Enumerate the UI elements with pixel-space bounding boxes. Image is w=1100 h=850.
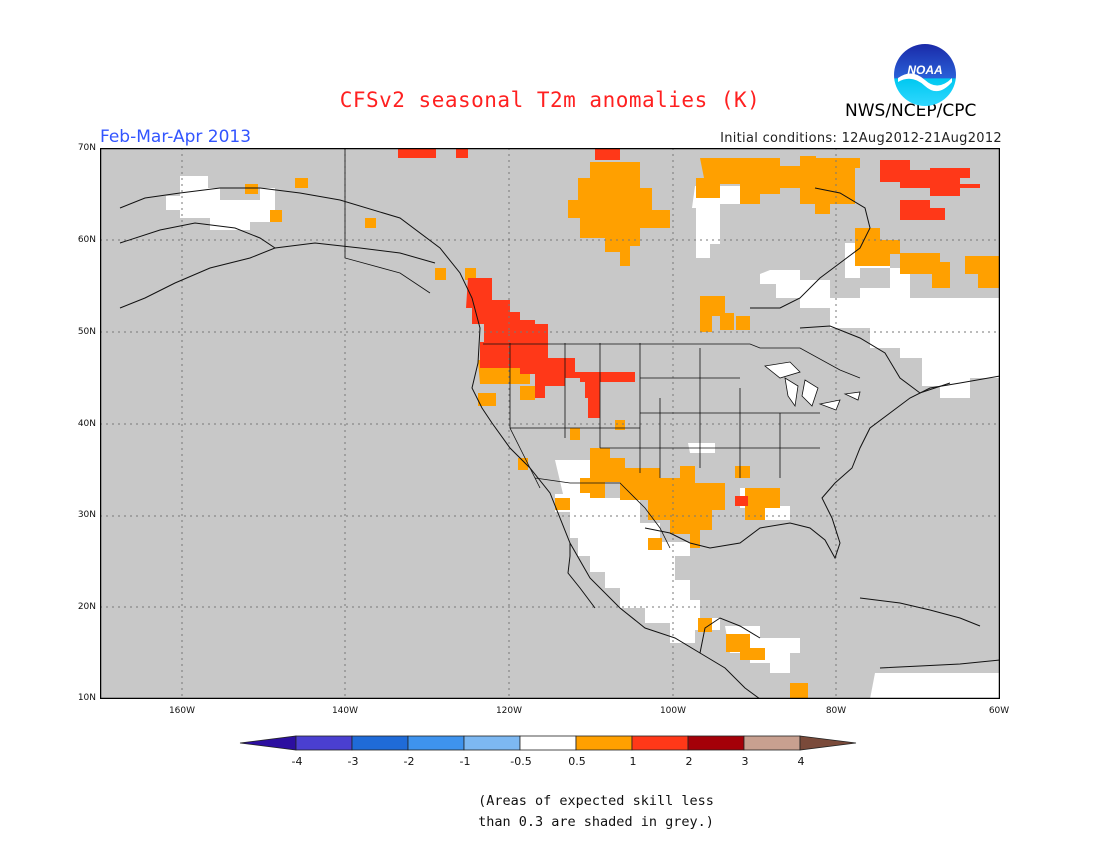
lon-label: 160W (168, 706, 196, 716)
season-label: Feb-Mar-Apr 2013 (100, 127, 252, 147)
anomaly-map (100, 148, 1000, 699)
map-frame (100, 148, 1000, 699)
colorbar-arrow-low (239, 735, 297, 751)
lon-label: 80W (825, 706, 847, 716)
colorbar-label: 3 (741, 755, 749, 768)
colorbar-label: 1 (629, 755, 637, 768)
lat-label: 10N (77, 693, 96, 703)
lat-label: 20N (77, 602, 96, 612)
colorbar (239, 735, 857, 751)
colorbar-arrow-high (799, 735, 857, 751)
colorbar-segment (743, 735, 801, 751)
colorbar-segment (631, 735, 689, 751)
chart-title: CFSv2 seasonal T2m anomalies (K) (339, 88, 761, 112)
colorbar-label: -3 (347, 755, 359, 768)
colorbar-label: 0.5 (568, 755, 586, 768)
colorbar-label: 4 (797, 755, 805, 768)
lat-label: 60N (77, 235, 96, 245)
colorbar-segment (575, 735, 633, 751)
lon-label: 140W (331, 706, 359, 716)
skill-footnote: (Areas of expected skill less than 0.3 a… (0, 791, 1100, 833)
footnote-line: (Areas of expected skill less (478, 793, 714, 809)
colorbar-label: -1 (459, 755, 471, 768)
great-lakes (764, 361, 861, 411)
colorbar-segment (519, 735, 577, 751)
coastlines (119, 187, 1000, 699)
colorbar-segment (351, 735, 409, 751)
colorbar-segment (407, 735, 465, 751)
lat-label: 70N (77, 143, 96, 153)
agency-label: NWS/NCEP/CPC (845, 101, 977, 121)
lat-label: 40N (77, 419, 96, 429)
lon-label: 60W (988, 706, 1010, 716)
colorbar-label: -2 (403, 755, 415, 768)
initial-conditions-label: Initial conditions: 12Aug2012-21Aug2012 (720, 131, 1002, 146)
colorbar-segment (687, 735, 745, 751)
colorbar-segment (295, 735, 353, 751)
lon-label: 120W (495, 706, 523, 716)
lon-label: 100W (659, 706, 687, 716)
footnote-line: than 0.3 are shaded in grey.) (478, 814, 714, 830)
colorbar-label: 2 (685, 755, 693, 768)
lat-label: 30N (77, 510, 96, 520)
colorbar-label: -4 (291, 755, 303, 768)
lat-label: 50N (77, 327, 96, 337)
warm-1k-regions (245, 156, 1000, 699)
noaa-logo: NOAA (894, 44, 956, 106)
colorbar-label: -0.5 (510, 755, 532, 768)
political-borders (344, 148, 861, 549)
warm-2k-regions (398, 148, 980, 506)
logo-text: NOAA (907, 63, 942, 77)
colorbar-segment (463, 735, 521, 751)
